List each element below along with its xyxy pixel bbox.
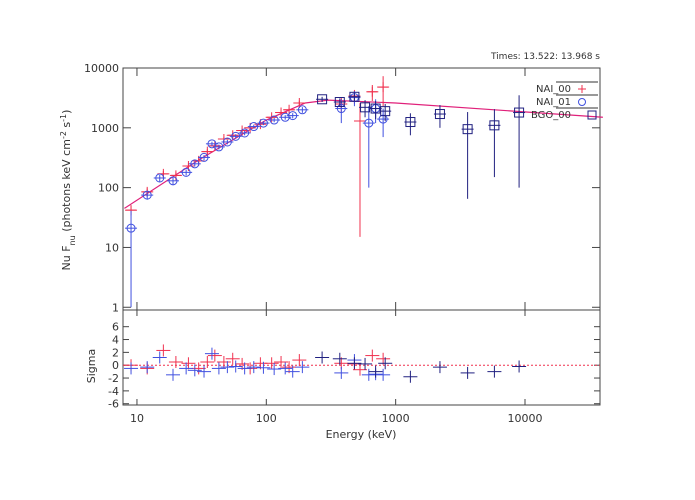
y-label-part: (photons keV cm bbox=[60, 139, 73, 235]
data-point bbox=[405, 117, 416, 128]
residual-y-tick-label: -4 bbox=[108, 385, 119, 398]
residual-frame bbox=[122, 309, 601, 406]
data-point bbox=[170, 170, 181, 181]
data-point bbox=[434, 109, 445, 120]
legend-symbol bbox=[587, 110, 597, 120]
data-point bbox=[249, 122, 259, 132]
data-point bbox=[294, 97, 305, 108]
time-annotation: Times: 13.522: 13.968 s bbox=[490, 52, 600, 62]
y-label-part: Nu F bbox=[60, 245, 73, 270]
data-point bbox=[380, 106, 391, 117]
residual-y-tick-label: -6 bbox=[108, 398, 119, 411]
data-point bbox=[370, 103, 381, 114]
y-label-part: s bbox=[60, 122, 73, 131]
data-point bbox=[489, 120, 500, 131]
data-point bbox=[240, 128, 250, 138]
data-point bbox=[214, 142, 224, 152]
residual-y-label: Sigma bbox=[85, 349, 98, 383]
data-point bbox=[288, 111, 298, 121]
y-tick-label: 10 bbox=[105, 241, 119, 254]
data-point bbox=[462, 124, 473, 135]
y-label-part: ) bbox=[60, 110, 73, 114]
data-point bbox=[269, 115, 279, 125]
residual-y-tick-label: 6 bbox=[112, 321, 119, 334]
data-point bbox=[364, 118, 374, 128]
y-axis-label: Nu Fnu (photons keV cm-2 s-1) bbox=[59, 110, 77, 271]
legend-symbol bbox=[578, 98, 586, 106]
residual-y-tick-label: -2 bbox=[108, 372, 119, 385]
residual-y-tick-label: 4 bbox=[112, 334, 119, 347]
y-tick-label: 100 bbox=[98, 182, 119, 195]
legend-symbol bbox=[578, 85, 586, 93]
data-point bbox=[514, 107, 525, 118]
residual-y-tick-label: 0 bbox=[112, 359, 119, 372]
residual-y-tick-label: 2 bbox=[112, 346, 119, 359]
data-point bbox=[378, 82, 389, 93]
main-frame bbox=[122, 67, 601, 311]
data-point bbox=[258, 118, 268, 128]
y-tick-label: 1000 bbox=[91, 122, 119, 135]
x-axis-label: Energy (keV) bbox=[326, 428, 397, 441]
data-point bbox=[349, 91, 360, 102]
y-label-part: nu bbox=[68, 235, 77, 245]
data-point bbox=[237, 125, 248, 136]
data-point bbox=[317, 94, 328, 105]
data-point bbox=[181, 167, 191, 177]
data-point bbox=[266, 112, 277, 123]
data-point bbox=[360, 102, 371, 113]
y-label-part: -2 bbox=[59, 131, 68, 139]
data-point bbox=[367, 86, 378, 97]
data-point bbox=[142, 190, 152, 200]
data-point bbox=[222, 137, 232, 147]
data-point bbox=[155, 173, 165, 183]
data-point bbox=[168, 176, 178, 186]
legend-label: BGO_00 bbox=[531, 110, 571, 121]
y-tick-label: 1 bbox=[112, 301, 119, 314]
data-point bbox=[336, 104, 346, 114]
legend-label: NAI_00 bbox=[536, 84, 571, 95]
data-point bbox=[190, 159, 200, 169]
data-point bbox=[231, 131, 241, 141]
data-point bbox=[334, 97, 345, 108]
data-point bbox=[297, 105, 307, 115]
legend-marker bbox=[578, 98, 586, 106]
legend-marker bbox=[587, 110, 597, 120]
y-label-part: -1 bbox=[59, 114, 68, 122]
x-tick-label: 10000 bbox=[508, 412, 543, 425]
x-tick-label: 1000 bbox=[382, 412, 410, 425]
legend-label: NAI_01 bbox=[536, 97, 571, 108]
data-point bbox=[378, 114, 388, 124]
x-tick-label: 10 bbox=[130, 412, 144, 425]
data-point bbox=[354, 116, 365, 126]
data-point bbox=[126, 223, 136, 233]
x-tick-label: 100 bbox=[256, 412, 277, 425]
data-point bbox=[199, 152, 209, 162]
legend-marker bbox=[578, 85, 586, 93]
y-tick-label: 10000 bbox=[84, 62, 119, 75]
